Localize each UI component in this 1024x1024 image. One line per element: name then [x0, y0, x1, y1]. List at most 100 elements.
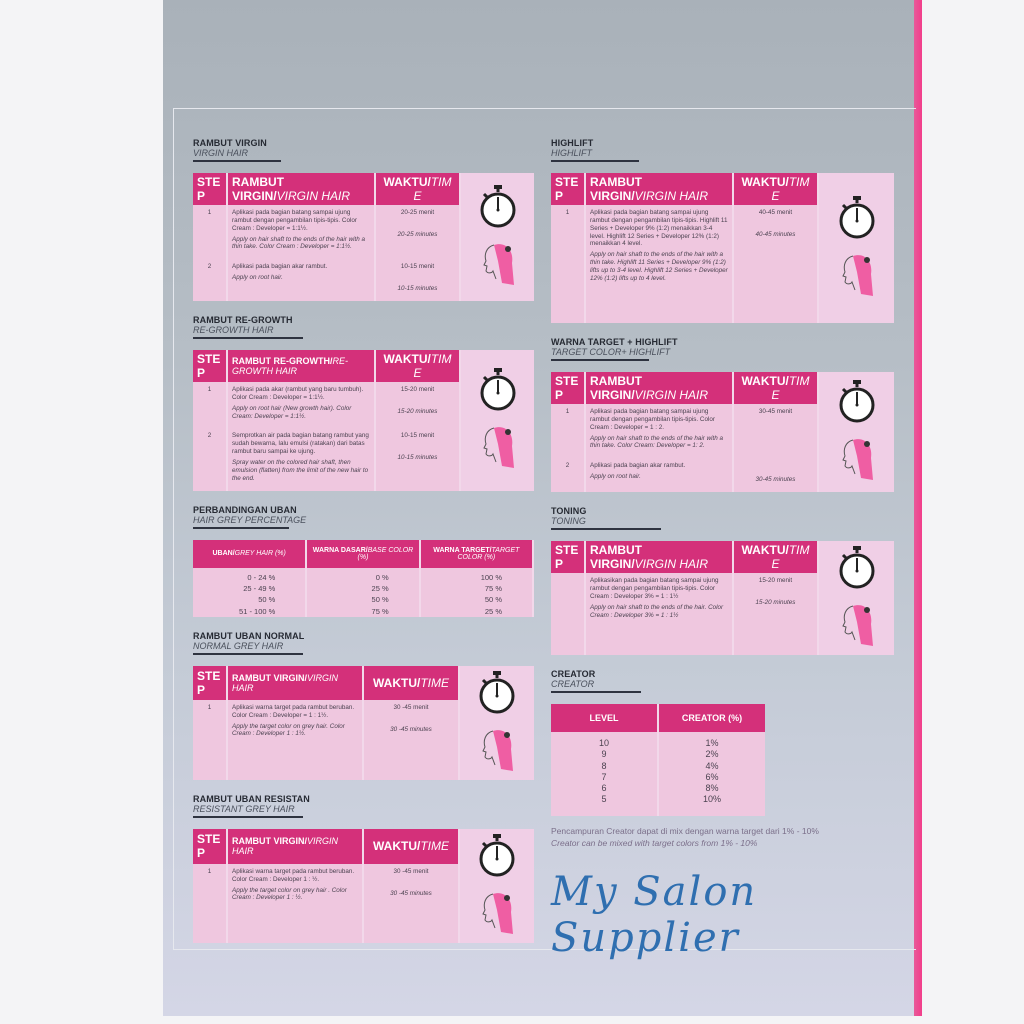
- section-subtitle: RESISTANT GREY HAIR: [193, 803, 295, 814]
- level-value: 6: [601, 783, 607, 794]
- table-row: Aplikasikan pada bagian batang sampai uj…: [551, 573, 894, 656]
- header-creator: CREATOR (%): [658, 704, 765, 733]
- header-time-id: WAKTU/: [741, 374, 789, 388]
- step-time: 30-45 minutes: [733, 458, 819, 493]
- creator-column: 1% 2% 4% 6% 8% 10%: [658, 732, 765, 817]
- creator-percent: 4%: [705, 760, 719, 771]
- instruction-en: Apply on hair shaft to the ends of the h…: [590, 434, 724, 450]
- table-header-row: STEP RAMBUT VIRGIN/VIRGIN HAIR WAKTU/TIME: [193, 828, 534, 943]
- grey-header: UBAN/GREY HAIR (%): [193, 539, 308, 568]
- table-row: 51 - 100 % 75 % 25 %: [193, 605, 535, 618]
- header-en: TARGET COLOR (%): [457, 546, 520, 561]
- section-target: WARNA TARGET + HIGHLIFT TARGET COLOR+ HIG…: [551, 337, 894, 493]
- section-title: WARNA TARGET + HIGHLIFT: [551, 337, 678, 347]
- header-time: WAKTU/TIME: [363, 828, 460, 864]
- header-description: RAMBUT VIRGIN/VIRGIN HAIR: [585, 541, 734, 574]
- section-toning: TONING TONING STEP RAMBUT VIRGIN/VIRGIN HAI…: [551, 506, 894, 656]
- section-title: CREATOR: [551, 669, 596, 680]
- time-en: 30-45 minutes: [755, 476, 796, 484]
- icon-cell: [818, 541, 894, 656]
- instruction-en: Apply on hair shaft to the ends of the h…: [590, 251, 728, 282]
- table-header-row: STEP RAMBUT RE-GROWTH/RE-GROWTH HAIR WAKTU…: [193, 350, 534, 491]
- time-id: 20-25 menit: [400, 209, 435, 216]
- time-id: 40-45 menit: [758, 209, 793, 216]
- instruction-en: Apply the target color on grey hair. Col…: [232, 722, 345, 738]
- icon-cell: [460, 350, 534, 491]
- header-description: RAMBUT VIRGIN/VIRGIN HAIR: [227, 828, 364, 864]
- note-en: Creator can be mixed with target colors …: [551, 837, 758, 848]
- section-highlift: HIGHLIFT HIGHLIFT STEP RAMBUT VIRGIN/VIRGIN…: [551, 138, 894, 323]
- table-row: 1 Aplikasi pada bagian batang sampai ujun…: [551, 205, 894, 323]
- header-time-id: WAKTU/: [383, 352, 431, 367]
- step-number: 2: [551, 458, 586, 493]
- instruction-id: Aplikasi pada akar (rambut yang baru tum…: [232, 386, 364, 401]
- icon-cell: [459, 666, 534, 780]
- time-id: 10-15 menit: [400, 263, 435, 271]
- section-title: RAMBUT UBAN RESISTAN: [193, 793, 310, 804]
- header-step: STEP: [193, 828, 228, 864]
- time-en: 30 -45 minutes: [390, 725, 432, 733]
- procedure-table: STEP RAMBUT VIRGIN/VIRGIN HAIR WAKTU/TIME A…: [551, 541, 894, 656]
- step-time: 15-20 menit 15-20 minutes: [733, 573, 819, 656]
- instruction-en: Apply on root hair.: [590, 473, 641, 481]
- title-underline: [551, 691, 641, 694]
- step-time: 15-20 menit 15-20 minutes: [375, 382, 461, 429]
- instruction-en: Apply on root hair.: [232, 274, 283, 282]
- step-number: 2: [193, 428, 228, 491]
- level-value: 9: [601, 749, 607, 760]
- header-en: GREY HAIR (%): [234, 550, 286, 558]
- grey-percentage-table: UBAN/GREY HAIR (%) WARNA DASAR/BASE COLOR…: [193, 539, 535, 618]
- header-time: WAKTU/TIME: [375, 350, 461, 383]
- grey-cell: 50 %: [419, 594, 535, 606]
- title-underline: [193, 160, 281, 162]
- header-time: WAKTU/TIME: [733, 173, 819, 205]
- header-description: RAMBUT VIRGIN/VIRGIN HAIR: [227, 173, 376, 205]
- time-en: 10-15 minutes: [397, 454, 438, 462]
- header-time-en: TIME: [771, 543, 810, 572]
- procedure-table: STEP RAMBUT VIRGIN/VIRGIN HAIR WAKTU/TIME 1…: [193, 173, 534, 302]
- header-step: STEP: [551, 372, 586, 404]
- step-description: Aplikasi pada bagian batang sampai ujung…: [585, 205, 734, 323]
- section-subtitle: HIGHLIFT: [551, 148, 593, 158]
- procedure-table: STEP RAMBUT RE-GROWTH/RE-GROWTH HAIR WAKTU…: [193, 350, 534, 491]
- time-id: 30 -45 menit: [393, 703, 429, 711]
- time-en: 10-15 minutes: [397, 285, 438, 293]
- note-id: Pencampuran Creator dapat di mix dengan …: [551, 826, 819, 837]
- section-subtitle: TONING: [551, 516, 586, 527]
- table-header-row: STEP RAMBUT VIRGIN/VIRGIN HAIR WAKTU/TIME: [193, 173, 534, 302]
- header-step: STEP: [193, 173, 228, 205]
- header-time-en: TIME: [420, 839, 449, 854]
- step-time: 10-15 menit 10-15 minutes: [375, 428, 461, 491]
- instruction-en: Apply on root hair (New growth hair). Co…: [232, 404, 352, 420]
- header-id: UBAN/: [212, 550, 235, 558]
- section-subtitle: HAIR GREY PERCENTAGE: [193, 514, 307, 525]
- time-id: 10-15 menit: [400, 432, 435, 440]
- step-number: 1: [551, 404, 586, 459]
- step-time: 20-25 menit 20-25 minutes: [375, 205, 461, 260]
- section-subtitle: VIRGIN HAIR: [193, 148, 249, 158]
- section-grey-percentage: PERBANDINGAN UBAN HAIR GREY PERCENTAGE UBA…: [193, 505, 535, 618]
- time-en: 15-20 minutes: [755, 599, 796, 607]
- header-time: WAKTU/TIME: [363, 666, 460, 700]
- pink-edge: [914, 0, 922, 1016]
- time-en: 15-20 minutes: [397, 407, 438, 415]
- table-row: 1 Aplikasi warna target pada rambut berub…: [193, 863, 534, 943]
- header-desc-en: VIRGIN HAIR: [634, 189, 709, 203]
- hair-application-icon: [823, 436, 890, 485]
- header-description: RAMBUT RE-GROWTH/RE-GROWTH HAIR: [227, 350, 376, 383]
- step-description: Semprotkan air pada bagian batang rambut…: [227, 428, 376, 491]
- icon-cell: [459, 828, 534, 943]
- section-subtitle: RE-GROWTH HAIR: [193, 325, 274, 336]
- header-step: STEP: [193, 350, 228, 383]
- time-en: 20-25 minutes: [397, 230, 438, 238]
- step-number: [551, 573, 586, 656]
- section-creator: CREATOR CREATOR LEVEL CREATOR (%) 10 9 8 7 6 5 1% 2…: [551, 669, 894, 849]
- table-row: 2 Semprotkan air pada bagian batang rambu…: [193, 428, 534, 491]
- step-time: 10-15 menit 10-15 minutes: [375, 259, 461, 302]
- header-time-en: TIME: [413, 175, 452, 203]
- header-step: STEP: [551, 541, 586, 574]
- section-title: RAMBUT RE-GROWTH: [193, 315, 293, 326]
- time-en: 40-45 minutes: [755, 230, 796, 238]
- icon-cell: [818, 173, 894, 323]
- level-column: 10 9 8 7 6 5: [551, 732, 659, 817]
